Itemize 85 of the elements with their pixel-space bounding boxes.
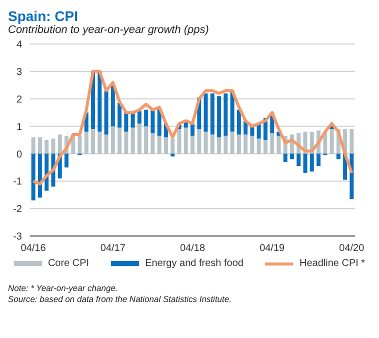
bar [177, 129, 182, 154]
x-tick-label: 04/19 [260, 243, 286, 254]
bar [110, 85, 115, 126]
x-tick-label: 04/18 [180, 243, 206, 254]
bar [150, 110, 155, 134]
bar [170, 138, 175, 154]
bar [164, 137, 168, 154]
bar [197, 129, 202, 154]
y-tick-label: 2 [16, 94, 22, 106]
bar [44, 140, 49, 154]
bar [144, 110, 148, 126]
y-tick-label: -2 [13, 204, 22, 216]
bar [98, 71, 102, 132]
bar [64, 154, 68, 168]
line-series [32, 70, 354, 186]
bar [190, 124, 195, 136]
x-tick-label: 04/16 [20, 243, 46, 254]
bar [31, 154, 36, 200]
bar [350, 129, 354, 154]
bar [31, 137, 36, 154]
bar [144, 126, 148, 154]
bar [38, 137, 42, 154]
legend-label: Headline CPI * [299, 258, 366, 269]
chart-subtitle: Contribution to year-on-year growth (pps) [8, 24, 210, 36]
bar [250, 136, 254, 154]
bar [110, 126, 115, 154]
bar [190, 136, 195, 154]
y-tick-label: -3 [13, 232, 22, 243]
bar [283, 154, 288, 162]
bar [224, 93, 228, 136]
x-tick-label: 04/20 [339, 243, 365, 254]
bar [263, 140, 268, 154]
bar [118, 102, 122, 128]
legend-label: Energy and fresh food [145, 258, 244, 269]
bar [236, 134, 241, 154]
bar [130, 128, 135, 154]
y-tick-label: 0 [16, 149, 22, 160]
x-tick-label: 04/17 [100, 243, 126, 254]
bar [124, 132, 128, 154]
bar [104, 90, 108, 135]
bar [124, 112, 128, 132]
bar [78, 136, 82, 154]
bar [204, 132, 208, 154]
bar [38, 154, 42, 198]
bar [91, 129, 96, 154]
bar [236, 110, 241, 135]
bar [58, 134, 62, 154]
bar [104, 134, 108, 154]
bar [230, 132, 234, 154]
text: Note: * Year-on-year change. [8, 283, 119, 294]
bar [210, 93, 214, 135]
bar [303, 154, 308, 173]
bar [84, 132, 88, 154]
bar [276, 136, 281, 154]
bar [51, 138, 56, 154]
bar [336, 154, 340, 160]
bar [170, 154, 175, 156]
bar [310, 154, 314, 172]
bar [217, 96, 222, 138]
bar [244, 134, 248, 154]
bar [290, 154, 294, 160]
bar [330, 129, 334, 154]
bar [150, 133, 155, 154]
bar [217, 137, 222, 154]
bar [210, 134, 214, 154]
y-tick-label: 3 [16, 66, 22, 78]
bar [98, 132, 102, 154]
bar [184, 128, 188, 154]
bar [256, 138, 261, 154]
bar [118, 128, 122, 154]
bar [137, 124, 142, 154]
bar [316, 154, 321, 166]
bar [270, 133, 274, 154]
bar [137, 111, 142, 124]
y-tick-label: 4 [16, 40, 22, 51]
bar [296, 154, 301, 166]
y-tick-label: 1 [16, 122, 22, 133]
chart-title: Spain: CPI [8, 8, 80, 24]
bar [157, 136, 162, 154]
bar [224, 136, 228, 154]
bar [130, 112, 135, 128]
y-tick-label: -1 [13, 176, 22, 188]
source-note: Source: based on data from the National Statistics Institute. [8, 294, 232, 305]
legend-label: Core CPI [48, 258, 90, 269]
bar [204, 93, 208, 132]
